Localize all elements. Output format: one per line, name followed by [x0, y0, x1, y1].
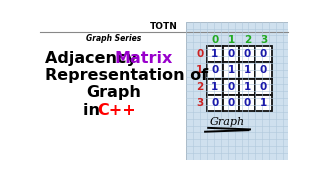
Bar: [239, 95, 255, 111]
Text: C++: C++: [97, 103, 136, 118]
Text: 0: 0: [228, 98, 235, 108]
Bar: [239, 79, 255, 95]
Text: in: in: [83, 103, 105, 118]
Text: Matrix: Matrix: [115, 51, 173, 66]
Text: 2: 2: [244, 35, 251, 45]
Text: Graph: Graph: [210, 117, 245, 127]
Text: 0: 0: [211, 66, 218, 75]
Text: 0: 0: [228, 49, 235, 59]
Bar: [207, 79, 223, 95]
Bar: [239, 62, 255, 79]
Text: 1: 1: [211, 49, 218, 59]
Bar: [207, 62, 223, 79]
Text: 1: 1: [228, 66, 235, 75]
Text: 3: 3: [260, 35, 267, 45]
Text: 1: 1: [196, 66, 203, 75]
Text: 0: 0: [244, 49, 251, 59]
Bar: [223, 79, 239, 95]
Bar: [255, 95, 272, 111]
Text: 2: 2: [196, 82, 203, 92]
Bar: [223, 62, 239, 79]
Text: 0: 0: [244, 98, 251, 108]
Bar: [207, 46, 223, 62]
Text: Graph: Graph: [86, 85, 141, 100]
Text: 0: 0: [260, 66, 267, 75]
Bar: [255, 79, 272, 95]
Text: 3: 3: [196, 98, 203, 108]
Text: 1: 1: [244, 66, 251, 75]
Text: 1: 1: [211, 82, 218, 92]
Text: 1: 1: [244, 82, 251, 92]
Text: 1: 1: [228, 35, 235, 45]
Bar: [223, 95, 239, 111]
Text: TOTN: TOTN: [150, 22, 178, 31]
Text: 0: 0: [260, 82, 267, 92]
Bar: [239, 46, 255, 62]
Text: 0: 0: [211, 35, 218, 45]
Text: Representation of: Representation of: [45, 68, 209, 83]
Text: 0: 0: [260, 49, 267, 59]
Bar: [255, 46, 272, 62]
Text: Adjacency: Adjacency: [45, 51, 143, 66]
Text: 0: 0: [211, 98, 218, 108]
Bar: [223, 46, 239, 62]
Text: 0: 0: [196, 49, 203, 59]
Bar: [207, 95, 223, 111]
Text: 0: 0: [228, 82, 235, 92]
Text: 1: 1: [260, 98, 267, 108]
Bar: [186, 22, 288, 160]
Bar: [186, 22, 288, 160]
Bar: [255, 62, 272, 79]
Text: Graph Series: Graph Series: [86, 34, 141, 43]
